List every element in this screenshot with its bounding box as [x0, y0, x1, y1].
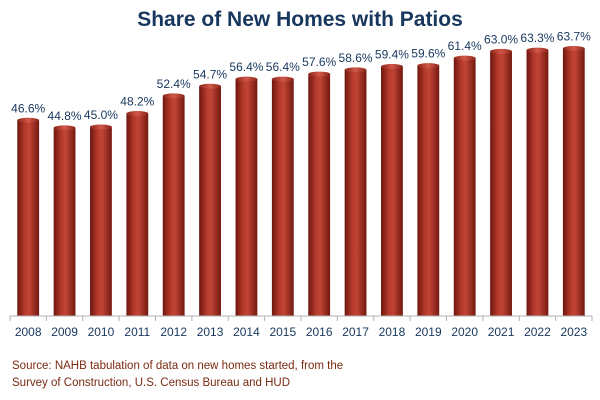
- bar-2017: [344, 69, 367, 316]
- bar-2008: [17, 120, 40, 316]
- bar-cap-2016: [308, 71, 331, 77]
- x-tick-label: 2012: [160, 325, 187, 339]
- bar-cap-2018: [381, 64, 403, 70]
- bar-cap-2015: [271, 76, 294, 82]
- x-tick-label: 2023: [560, 325, 587, 339]
- data-label: 57.6%: [302, 55, 336, 69]
- data-label: 46.6%: [11, 101, 45, 115]
- data-label: 48.2%: [120, 95, 154, 109]
- bar-2022: [526, 50, 549, 316]
- data-labels-layer: 46.6%44.8% 45.0%48.2%52.4%54.7%56.4% 56.4%…: [11, 29, 591, 122]
- bar-cap-2020: [453, 55, 476, 61]
- data-label: 54.7%: [193, 67, 227, 81]
- bar-cap-2022: [526, 47, 549, 53]
- bar-2013: [199, 86, 221, 316]
- x-tick-label: 2021: [488, 325, 515, 339]
- x-tick-label: 2011: [124, 325, 150, 339]
- bars-layer: [17, 45, 585, 317]
- x-tick-label: 2014: [233, 325, 260, 339]
- x-ticks-layer: 2008 2009 2010 2011 2012 2013 2014 2015 2016 2017…: [9, 316, 593, 339]
- data-label: 58.6%: [339, 51, 373, 65]
- x-tick-label: 2016: [306, 325, 333, 339]
- bar-2021: [490, 51, 512, 317]
- x-tick-label: 2008: [15, 325, 42, 339]
- x-tick-label: 2009: [51, 325, 78, 339]
- data-label: 56.4%: [229, 60, 263, 74]
- x-tick-label: 2017: [342, 325, 369, 339]
- x-tick-label: 2013: [197, 325, 224, 339]
- bar-cap-2010: [90, 124, 112, 130]
- data-label: 61.4%: [448, 39, 482, 53]
- bar-cap-2012: [162, 93, 185, 99]
- data-label: 63.3%: [520, 31, 554, 45]
- data-label: 63.0%: [484, 32, 518, 46]
- x-tick-label: 2018: [379, 325, 406, 339]
- bar-2023: [562, 48, 585, 317]
- source-note: Source: NAHB tabulation of data on new h…: [12, 358, 572, 392]
- bar-2015: [271, 79, 294, 317]
- bar-cap-2023: [562, 45, 585, 51]
- bar-cap-2017: [344, 67, 367, 73]
- bar-2011: [126, 113, 149, 316]
- x-tick-label: 2022: [524, 325, 551, 339]
- x-tick-label: 2020: [451, 325, 478, 339]
- x-tick-label: 2019: [415, 325, 442, 339]
- bar-cap-2011: [126, 111, 149, 117]
- bar-cap-2014: [235, 76, 258, 82]
- data-label: 52.4%: [157, 77, 191, 91]
- data-label: 56.4%: [266, 60, 300, 74]
- bar-cap-2019: [417, 63, 440, 69]
- bar-cap-2021: [490, 48, 512, 54]
- chart-title: Share of New Homes with Patios: [137, 8, 463, 31]
- bar-2012: [162, 95, 185, 316]
- bar-2009: [53, 127, 76, 316]
- bar-cap-2008: [17, 117, 40, 123]
- x-tick-label: 2010: [88, 325, 115, 339]
- bar-2014: [235, 79, 258, 317]
- bar-2010: [90, 127, 112, 316]
- bar-cap-2013: [199, 83, 221, 89]
- data-label: 59.4%: [375, 48, 409, 62]
- data-label: 63.7%: [557, 29, 591, 43]
- bar-2016: [308, 74, 331, 316]
- source-line-1: Source: NAHB tabulation of data on new h…: [12, 360, 344, 372]
- data-label: 59.6%: [411, 47, 445, 61]
- bar-2020: [453, 58, 476, 317]
- data-label: 44.8%: [48, 109, 82, 123]
- x-tick-label: 2015: [269, 325, 296, 339]
- data-label: 45.0%: [84, 108, 118, 122]
- bar-2018: [381, 66, 403, 317]
- bar-2019: [417, 65, 440, 317]
- bar-cap-2009: [53, 125, 76, 131]
- source-line-2: Survey of Construction, U.S. Census Bure…: [12, 377, 291, 389]
